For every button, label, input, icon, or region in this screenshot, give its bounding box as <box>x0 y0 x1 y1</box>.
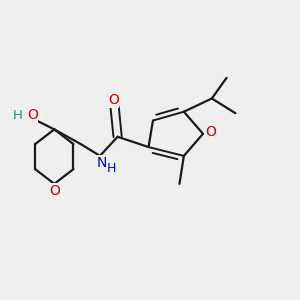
Text: O: O <box>108 93 118 107</box>
Text: H: H <box>107 162 116 175</box>
Text: N: N <box>96 156 106 170</box>
Text: O: O <box>27 108 38 122</box>
Text: O: O <box>205 125 216 139</box>
Text: O: O <box>49 184 60 198</box>
Text: H: H <box>13 109 22 122</box>
